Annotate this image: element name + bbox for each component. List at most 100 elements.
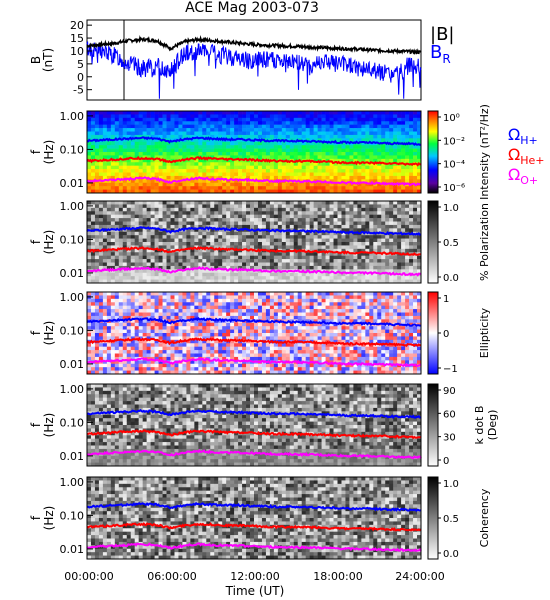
kdotb-frame bbox=[86, 383, 422, 467]
panel-coherency: 1.00 0.10 0.01 f (Hz) 1.0 0.5 0.0 Coherency bbox=[29, 476, 491, 560]
intensity-frame bbox=[86, 110, 422, 194]
colorbar-tick-label: 0 bbox=[443, 456, 449, 467]
b-ylabel-bottom: (nT) bbox=[41, 48, 55, 72]
polarization-frame bbox=[86, 200, 422, 284]
label-omega-h-sub: H+ bbox=[520, 134, 538, 147]
colorbar-tick-label: 1.0 bbox=[443, 203, 459, 214]
label-omega-he-sub: He+ bbox=[520, 154, 544, 167]
freq-tick-label: 0.10 bbox=[60, 509, 85, 522]
coherency-heatmap bbox=[87, 477, 422, 560]
gyro-line-heplus bbox=[86, 246, 422, 256]
freq-label-bottom: (Hz) bbox=[42, 321, 56, 346]
label-omega-o-sub: O+ bbox=[520, 174, 538, 187]
colorbar-tick-label: 90 bbox=[443, 386, 456, 397]
freq-tick-label: 0.10 bbox=[60, 324, 85, 337]
gyro-line-oplus bbox=[86, 448, 422, 460]
colorbar-tick-label: 30 bbox=[443, 433, 456, 444]
legend-b-magnitude: |B| bbox=[430, 24, 454, 45]
ellipticity-frame bbox=[86, 291, 422, 375]
ellipticity-heatmap bbox=[87, 292, 422, 375]
b-ytick-label: 15 bbox=[70, 32, 84, 45]
intensity-colorbar bbox=[427, 110, 439, 194]
gyro-line-oplus bbox=[86, 542, 422, 553]
gyro-line-heplus bbox=[86, 155, 422, 167]
freq-label-bottom: (Hz) bbox=[42, 140, 56, 165]
freq-tick-label: 1.00 bbox=[60, 476, 85, 489]
colorbar-tick-label: 1 bbox=[443, 294, 449, 305]
freq-tick-label: 0.01 bbox=[60, 177, 85, 190]
time-tick-2: 12:00:00 bbox=[230, 570, 279, 583]
colorbar-tick-label: 10⁰ bbox=[443, 113, 460, 124]
gyrofrequency-labels: ΩH+ ΩHe+ ΩO+ bbox=[508, 125, 545, 187]
gyro-line-hplus bbox=[86, 316, 422, 327]
series-line-b-magnitude bbox=[86, 34, 422, 55]
coherency-frame bbox=[86, 476, 422, 560]
freq-tick-label: 0.01 bbox=[60, 543, 85, 556]
legend-b-radial-sub: R bbox=[442, 52, 450, 66]
polarization-heatmap bbox=[87, 201, 422, 284]
gyro-line-hplus bbox=[86, 501, 422, 512]
label-omega-h: ΩH+ bbox=[508, 125, 538, 147]
legend-b-radial-main: B bbox=[430, 42, 442, 63]
b-ytick-label: -5 bbox=[73, 84, 84, 97]
legend-b-radial: BR bbox=[430, 42, 451, 66]
freq-tick-label: 0.01 bbox=[60, 358, 85, 371]
time-tick-4: 24:00:00 bbox=[395, 570, 444, 583]
coherency-colorbar bbox=[427, 476, 439, 560]
kdotb-colorbar bbox=[427, 383, 439, 467]
freq-label-bottom: (Hz) bbox=[42, 230, 56, 255]
colorbar-tick-label: 0.0 bbox=[443, 273, 459, 284]
gyro-line-oplus bbox=[86, 176, 422, 187]
label-omega-o: ΩO+ bbox=[508, 165, 538, 187]
polarization-colorbar bbox=[427, 200, 439, 284]
freq-tick-label: 0.10 bbox=[60, 233, 85, 246]
freq-label-top: f bbox=[29, 422, 43, 427]
colorbar-tick-label: 0 bbox=[443, 329, 449, 340]
freq-tick-label: 0.10 bbox=[60, 416, 85, 429]
colorbar-tick-label: 10⁻⁴ bbox=[443, 160, 465, 171]
colorbar-tick-label: 10⁻⁶ bbox=[443, 183, 465, 194]
colorbar-label: % Polarization bbox=[478, 203, 491, 281]
ellipticity-colorbar bbox=[427, 291, 439, 375]
gyro-line-heplus bbox=[86, 429, 422, 440]
colorbar-tick-label: 1.0 bbox=[443, 479, 459, 490]
panel-kdotb: 1.00 0.10 0.01 f (Hz) 90 60 30 0 k dot B (Deg) bbox=[29, 383, 499, 467]
time-axis-label: Time (UT) bbox=[225, 584, 285, 598]
colorbar-tick-label: −1 bbox=[443, 364, 458, 375]
colorbar-tick-label: 60 bbox=[443, 409, 456, 420]
gyro-line-heplus bbox=[86, 522, 422, 532]
freq-label-top: f bbox=[29, 330, 43, 335]
gyro-line-hplus bbox=[86, 226, 422, 236]
colorbar-label: Ellipticity bbox=[478, 307, 491, 358]
figure-title: ACE Mag 2003-073 bbox=[185, 0, 319, 16]
b-ytick-label: 10 bbox=[70, 45, 84, 58]
label-omega-he-symbol: Ω bbox=[508, 145, 520, 164]
b-ytick-label: 0 bbox=[77, 71, 84, 84]
freq-tick-label: 1.00 bbox=[60, 291, 85, 304]
colorbar-tick-label: 0.5 bbox=[443, 514, 459, 525]
time-tick-3: 18:00:00 bbox=[313, 570, 362, 583]
colorbar-tick-label: 10⁻² bbox=[443, 136, 465, 147]
colorbar-label-top: k dot B bbox=[473, 406, 486, 445]
freq-label-top: f bbox=[29, 239, 43, 244]
gyro-line-heplus bbox=[86, 336, 422, 348]
label-omega-o-symbol: Ω bbox=[508, 165, 520, 184]
label-omega-h-symbol: Ω bbox=[508, 125, 520, 144]
freq-tick-label: 0.01 bbox=[60, 450, 85, 463]
colorbar-tick-label: 0.0 bbox=[443, 549, 459, 560]
time-axis: 00:00:00 06:00:00 12:00:00 18:00:00 24:0… bbox=[64, 570, 444, 598]
freq-tick-label: 1.00 bbox=[60, 200, 85, 213]
freq-tick-label: 0.10 bbox=[60, 143, 85, 156]
colorbar-tick-label: 0.5 bbox=[443, 238, 459, 249]
b-ylabel-top: B bbox=[29, 56, 43, 64]
colorbar-label-bottom: (Deg) bbox=[486, 410, 499, 441]
series-line-b-radial bbox=[86, 41, 422, 99]
freq-tick-label: 1.00 bbox=[60, 110, 85, 123]
colorbar-label: Intensity (nT²/Hz) bbox=[478, 104, 491, 200]
freq-label-bottom: (Hz) bbox=[42, 413, 56, 438]
freq-label-top: f bbox=[29, 515, 43, 520]
colorbar-label: Coherency bbox=[478, 488, 491, 547]
gyro-line-hplus bbox=[86, 408, 422, 419]
